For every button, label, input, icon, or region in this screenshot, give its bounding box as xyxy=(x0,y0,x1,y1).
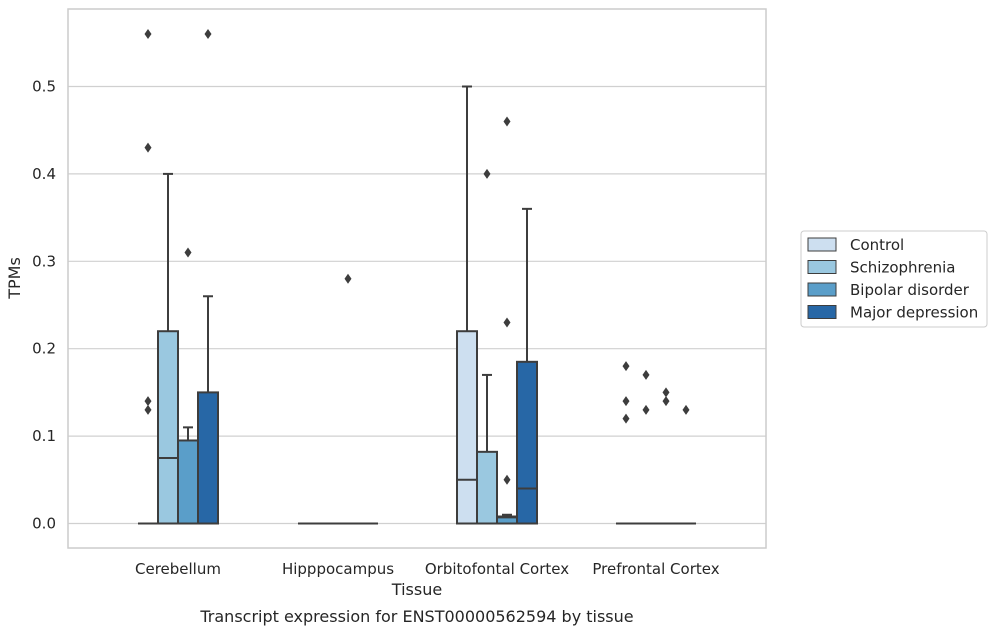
outlier-point xyxy=(144,404,152,415)
box-group xyxy=(197,29,219,525)
box xyxy=(197,391,219,525)
legend-label: Bipolar disorder xyxy=(850,281,970,299)
box-group xyxy=(476,168,498,525)
outlier-point xyxy=(662,387,670,398)
outlier-point xyxy=(503,317,511,328)
outlier-point xyxy=(144,396,152,407)
y-tick-label: 0.2 xyxy=(32,340,56,358)
box-group xyxy=(177,247,199,525)
x-tick-label: Prefrontal Cortex xyxy=(592,560,719,578)
outlier-point xyxy=(184,247,192,258)
box-group xyxy=(496,116,518,525)
outlier-point xyxy=(483,168,491,179)
box-group xyxy=(656,387,676,525)
x-axis-label: Tissue xyxy=(391,580,442,599)
box-group xyxy=(338,273,358,525)
outlier-point xyxy=(344,273,352,284)
plot-frame xyxy=(67,8,767,549)
x-tick-label: Cerebellum xyxy=(135,560,221,578)
outlier-point xyxy=(662,396,670,407)
box-group xyxy=(138,29,158,525)
box-group xyxy=(616,361,636,525)
outlier-point xyxy=(622,413,630,424)
outlier-point xyxy=(622,396,630,407)
box xyxy=(476,450,498,525)
outlier-point xyxy=(642,404,650,415)
y-tick-label: 0.3 xyxy=(32,252,56,270)
box-group xyxy=(456,85,478,525)
box xyxy=(516,360,538,525)
x-axis-ticks: Cerebellum Hipppocampus Orbitofontal Corte… xyxy=(135,560,720,578)
outlier-point xyxy=(503,116,511,127)
y-tick-label: 0.0 xyxy=(32,515,56,533)
legend-swatch xyxy=(807,305,837,319)
legend-swatch xyxy=(807,237,837,252)
box-group xyxy=(636,369,656,525)
legend-swatch xyxy=(807,282,837,297)
outlier-point xyxy=(682,404,690,415)
outlier-point xyxy=(642,369,650,380)
y-axis-ticks: 0.0 0.1 0.2 0.3 0.4 0.5 xyxy=(32,78,56,533)
chart-caption: Transcript expression for ENST0000056259… xyxy=(199,607,633,626)
legend-frame xyxy=(800,230,988,328)
y-axis-label: TPMs xyxy=(5,257,24,300)
box-group xyxy=(157,172,179,525)
x-tick-label: Hipppocampus xyxy=(282,560,394,578)
legend-swatch xyxy=(807,260,837,274)
legend-label: Control xyxy=(850,236,904,254)
y-tick-label: 0.4 xyxy=(32,165,56,183)
x-tick-label: Orbitofontal Cortex xyxy=(425,560,569,578)
outlier-point xyxy=(204,29,212,40)
legend-label: Schizophrenia xyxy=(850,259,955,277)
box xyxy=(177,439,199,525)
y-tick-label: 0.5 xyxy=(32,78,56,96)
box xyxy=(456,330,478,525)
outlier-point xyxy=(144,142,152,153)
outlier-point xyxy=(503,474,511,485)
box xyxy=(157,330,179,525)
legend: Control Schizophrenia Bipolar disorder Majo… xyxy=(800,230,988,328)
box-group xyxy=(676,404,696,525)
legend-label: Major depression xyxy=(850,304,978,322)
box-plots xyxy=(138,29,696,525)
outlier-point xyxy=(144,29,152,40)
box-group xyxy=(516,207,538,525)
y-tick-label: 0.1 xyxy=(32,427,56,445)
outlier-point xyxy=(622,361,630,372)
